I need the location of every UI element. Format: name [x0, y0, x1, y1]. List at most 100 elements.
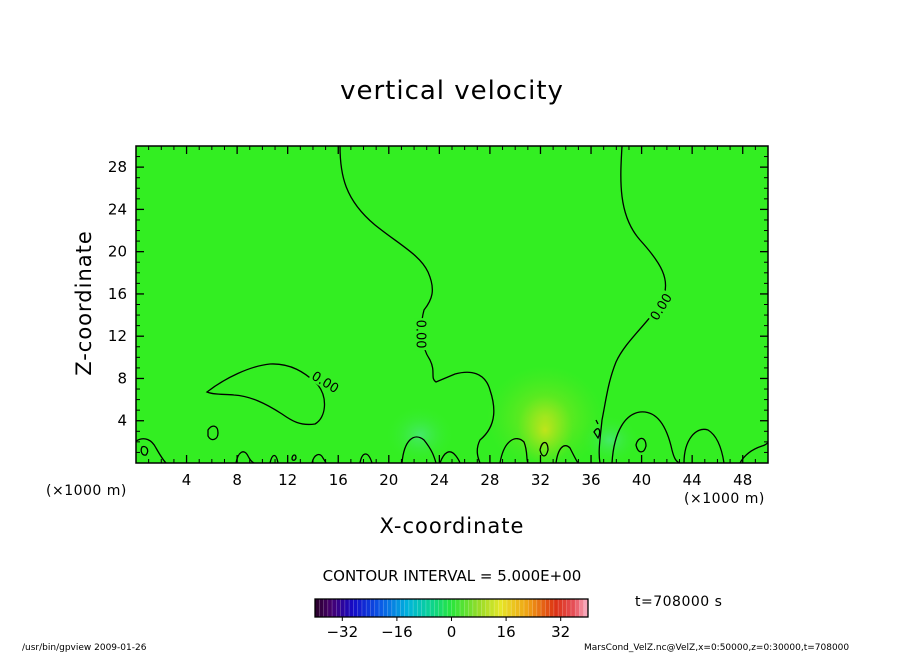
colorbar-swatch — [506, 599, 512, 617]
x-tick-label: 36 — [581, 471, 600, 489]
y-tick-label: 12 — [108, 327, 127, 345]
colorbar-swatch — [477, 599, 482, 617]
colorbar-swatch — [549, 599, 555, 617]
colorbar-swatch — [378, 599, 384, 617]
colorbar-swatch — [336, 599, 342, 617]
colorbar-swatch — [344, 599, 350, 617]
colorbar-swatch — [502, 599, 508, 617]
colorbar-swatch — [319, 599, 325, 617]
x-unit-label: (×1000 m) — [684, 491, 765, 507]
colorbar-swatch — [579, 599, 585, 617]
colorbar-swatch — [570, 599, 576, 617]
colorbar-tick-label: 32 — [551, 623, 570, 641]
y-axis: 4 8 12 16 20 24 28 — [108, 145, 768, 453]
footer-right: MarsCond_VelZ.nc@VelZ,x=0:50000,z=0:3000… — [584, 643, 850, 653]
colorbar-swatch — [562, 599, 568, 617]
contour-label-bg — [308, 366, 344, 397]
colorbar-swatch — [404, 599, 410, 617]
colorbar-swatch — [472, 599, 478, 617]
colorbar-swatch — [528, 599, 534, 617]
colorbar-swatch — [460, 599, 465, 617]
contour-line — [359, 453, 373, 463]
colorbar-swatch — [417, 599, 423, 617]
colorbar-swatch — [447, 599, 452, 617]
colorbar-swatch — [498, 599, 504, 617]
colorbar-swatch — [327, 599, 333, 617]
contour-line — [140, 445, 149, 456]
x-tick-label: 48 — [733, 471, 752, 489]
contour-interval: CONTOUR INTERVAL = 5.000E+00 — [322, 567, 582, 585]
x-tick-label: 12 — [278, 471, 297, 489]
contour-line — [611, 411, 681, 463]
contour-label: 0.00 — [413, 320, 428, 349]
x-tick-label: 28 — [480, 471, 499, 489]
colorbar-swatch — [434, 599, 440, 617]
contour-label-bg — [414, 318, 430, 351]
colorbar-swatch — [323, 599, 329, 617]
x-tick-label: 4 — [182, 471, 192, 489]
colorbar: −32 −16 0 16 32 — [314, 598, 589, 641]
colorbar-swatch — [361, 599, 367, 617]
contour-line — [593, 428, 601, 440]
colorbar-swatch — [485, 599, 491, 617]
y-tick-label: 8 — [117, 369, 127, 387]
colorbar-swatch — [391, 599, 397, 617]
y-tick-label: 20 — [108, 243, 127, 261]
colorbar-swatch — [468, 599, 474, 617]
contour-line — [683, 428, 725, 463]
x-tick-label: 20 — [379, 471, 398, 489]
velocity-field — [136, 146, 768, 463]
contour-label-bg — [645, 288, 675, 324]
colorbar-tick-label: −16 — [381, 623, 413, 641]
colorbar-swatch — [340, 599, 346, 617]
colorbar-swatch — [481, 599, 487, 617]
colorbar-swatch — [421, 599, 427, 617]
x-tick-label: 24 — [430, 471, 449, 489]
colorbar-tick-label: 0 — [447, 623, 457, 641]
contour-line — [235, 451, 255, 463]
colorbar-swatch — [357, 599, 363, 617]
contour-line — [207, 425, 219, 441]
contour-line — [499, 438, 529, 463]
colorbar-swatch — [536, 599, 542, 617]
contour-line — [401, 436, 437, 463]
contour-line — [136, 438, 167, 463]
contour-line — [595, 419, 599, 425]
colorbar-swatch — [315, 599, 320, 617]
colorbar-swatch — [558, 599, 563, 617]
colorbar-swatch — [374, 599, 380, 617]
x-axis-label: X-coordinate — [379, 514, 525, 538]
colorbar-swatch — [532, 599, 538, 617]
x-tick-label: 16 — [329, 471, 348, 489]
colorbar-swatch — [494, 599, 499, 617]
colorbar-swatch — [353, 599, 359, 617]
contour-line — [539, 441, 549, 457]
contour-line — [205, 363, 326, 426]
colorbar-swatch — [455, 599, 461, 617]
colorbar-swatch — [396, 599, 401, 617]
colorbar-swatch — [366, 599, 371, 617]
colorbar-swatch — [408, 599, 414, 617]
colorbar-swatch — [524, 599, 529, 617]
y-axis-label: Z-coordinate — [72, 230, 96, 376]
colorbar-swatch — [370, 599, 376, 617]
colorbar-swatch — [438, 599, 444, 617]
x-axis: 4 8 12 16 20 24 28 32 36 40 44 48 — [148, 146, 769, 489]
colorbar-swatch — [430, 599, 435, 617]
contour-line — [555, 445, 579, 463]
contour-line — [291, 454, 297, 461]
colorbar-swatch — [442, 599, 448, 617]
colorbar-swatch — [349, 599, 354, 617]
colorbar-swatch — [332, 599, 337, 617]
colorbar-swatch — [541, 599, 546, 617]
colorbar-swatch — [451, 599, 457, 617]
colorbar-swatch — [425, 599, 431, 617]
colorbar-swatch — [413, 599, 418, 617]
x-tick-label: 40 — [632, 471, 651, 489]
colorbar-tick-label: −32 — [326, 623, 358, 641]
y-tick-label: 4 — [117, 412, 127, 430]
footer-left: /usr/bin/gpview 2009-01-26 — [22, 643, 147, 653]
x-tick-label: 8 — [232, 471, 242, 489]
colorbar-swatch — [519, 599, 525, 617]
colorbar-swatch — [383, 599, 389, 617]
